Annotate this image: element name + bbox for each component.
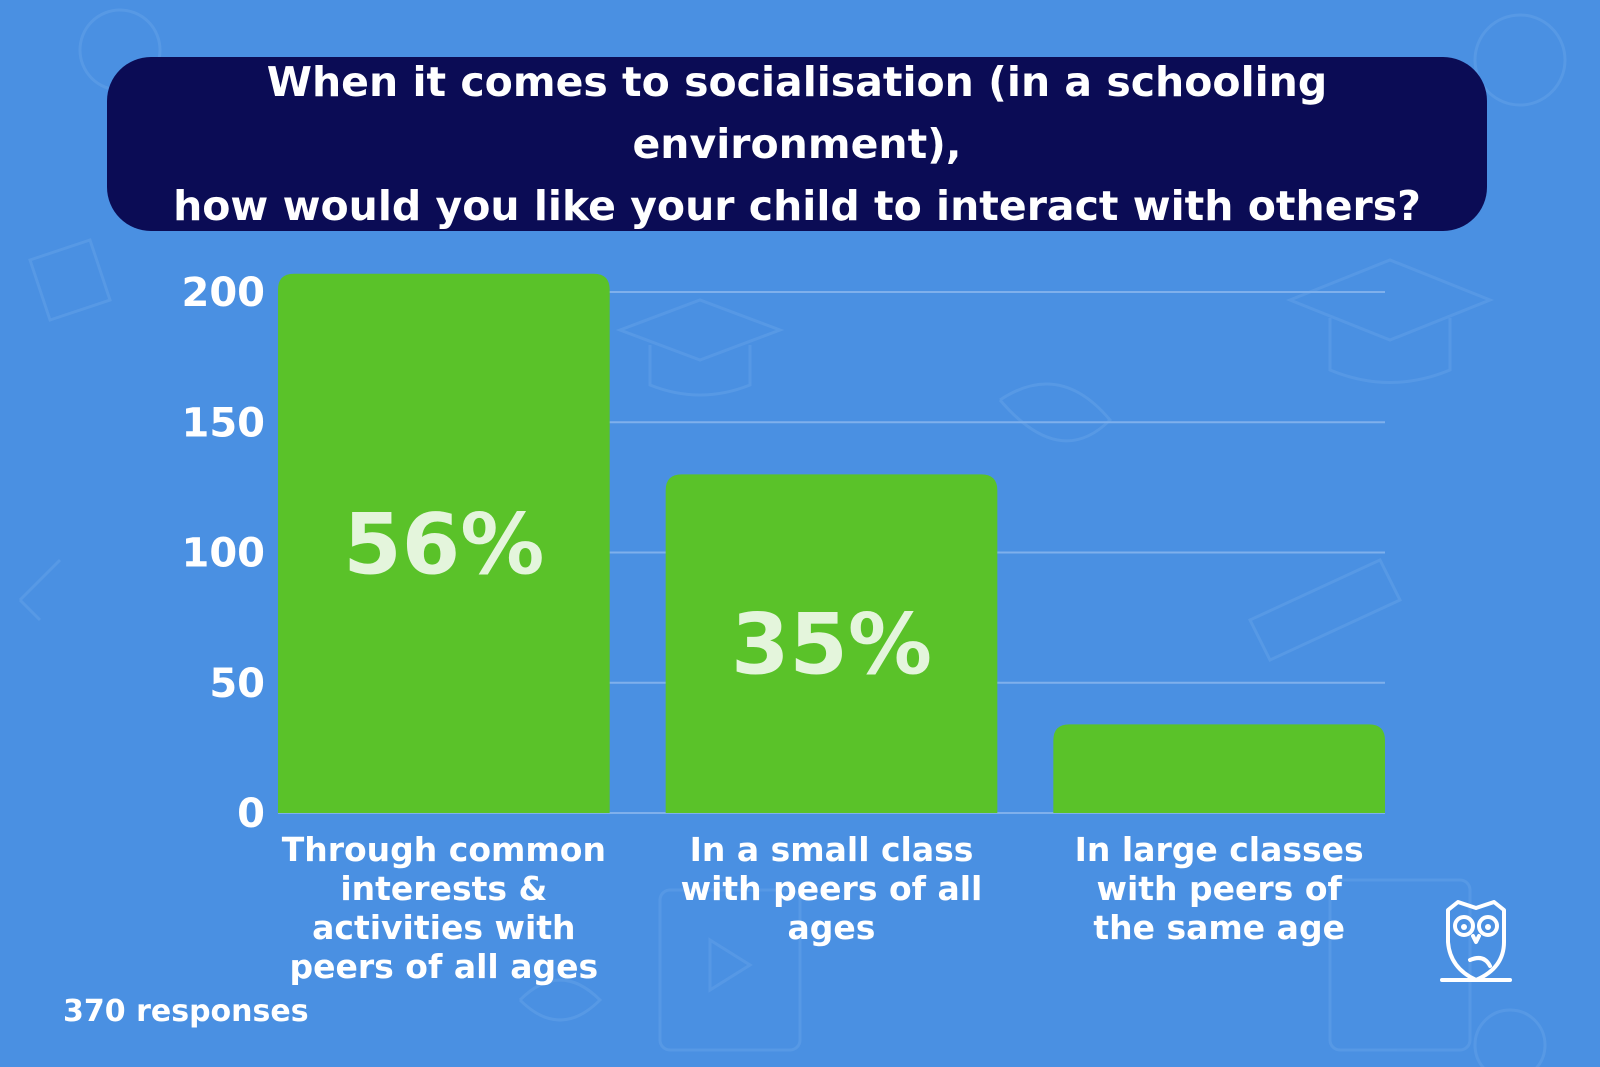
x-category-label: In a small class with peers of all ages [681, 830, 983, 947]
x-category-label-line: activities with [312, 908, 575, 947]
x-category-label-line: In large classes [1075, 830, 1364, 869]
x-category-label-line: In a small class [690, 830, 974, 869]
data-label: 56% [343, 495, 544, 593]
y-tick-label: 50 [209, 661, 265, 707]
data-label: 35% [731, 596, 932, 694]
y-tick-label: 0 [237, 791, 265, 837]
y-tick-label: 150 [182, 400, 266, 446]
chart-title: When it comes to socialisation (in a sch… [107, 57, 1487, 231]
x-category-label-line: with peers of all [681, 869, 983, 908]
title-line-1: When it comes to socialisation (in a sch… [266, 58, 1328, 168]
bar [278, 273, 610, 813]
bar [665, 474, 998, 813]
y-tick-label: 200 [182, 270, 266, 316]
y-tick-label: 100 [182, 531, 266, 577]
bar [1053, 724, 1385, 813]
x-category-label-line: ages [788, 908, 876, 947]
title-line-2: how would you like your child to interac… [173, 182, 1421, 230]
x-category-label-line: peers of all ages [290, 947, 599, 986]
x-category-label-line: interests & [340, 869, 547, 908]
x-category-label: In large classes with peers of the same ag… [1075, 830, 1364, 947]
x-category-label-line: the same age [1093, 908, 1345, 947]
owl-icon [1440, 900, 1512, 982]
responses-count: 370 responses [63, 994, 309, 1029]
x-category-label-line: with peers of [1096, 869, 1342, 908]
x-category-label-line: Through common [282, 830, 606, 869]
x-category-label: Through common interests & activities with… [282, 830, 606, 986]
